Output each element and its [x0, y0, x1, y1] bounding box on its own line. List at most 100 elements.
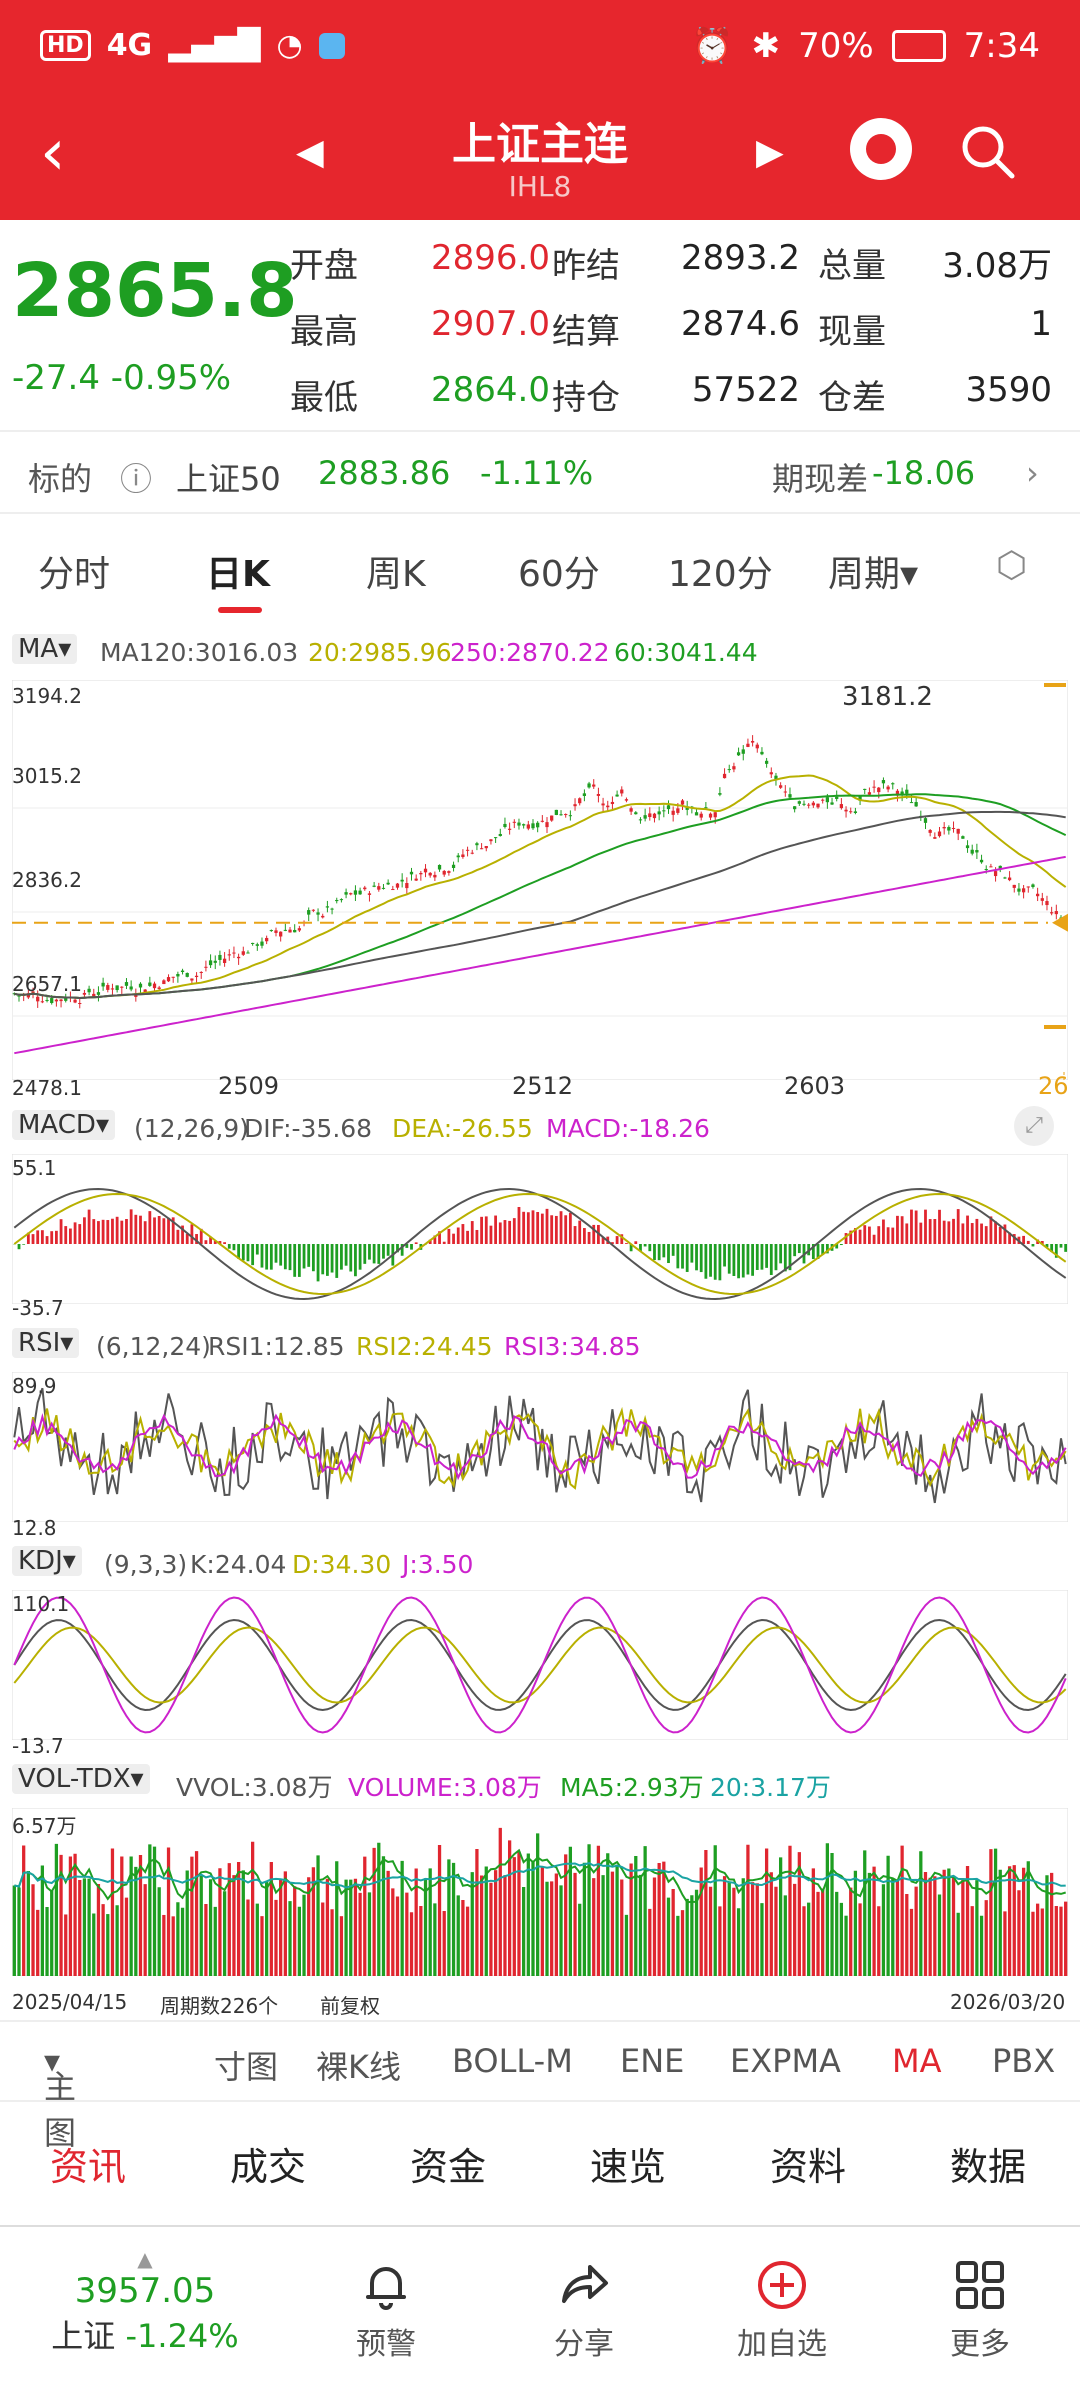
tab-daily-k[interactable]: 日K [206, 554, 270, 595]
tab-overview[interactable]: 速览 [590, 2145, 667, 2189]
candle [92, 993, 96, 997]
chart-period-count: 周期数226个 [160, 1994, 279, 2018]
macd-chart[interactable] [12, 1154, 1068, 1304]
main-chart-selector[interactable]: 主图 ▾ [44, 2042, 77, 2152]
chevron-right-icon[interactable]: › [1026, 454, 1039, 492]
tab-profile[interactable]: 资料 [770, 2145, 847, 2189]
candle [475, 843, 479, 846]
help-icon[interactable]: ⓘ [120, 460, 153, 498]
candle [886, 786, 890, 790]
candle [694, 812, 699, 816]
candle [872, 786, 876, 788]
macd-y-min: -35.7 [12, 1296, 64, 1320]
tab-120min[interactable]: 120分 [668, 554, 773, 595]
vol-y-max: 6.57万 [12, 1814, 77, 1838]
vol-dropdown[interactable]: VOL-TDX▾ [12, 1764, 150, 1794]
candle [204, 966, 208, 968]
candle [587, 783, 591, 788]
vol-ma20: 20:3.17万 [710, 1773, 831, 1802]
page-title: 上证主连 [452, 119, 628, 170]
candle [437, 864, 442, 870]
tab-news[interactable]: 资讯 [50, 2145, 127, 2189]
candle [863, 788, 867, 790]
nav-more[interactable]: 更多 [900, 2257, 1060, 2363]
candle [152, 983, 157, 989]
candle [975, 850, 979, 853]
candle [236, 956, 241, 959]
candle [255, 944, 259, 946]
candle [288, 929, 292, 933]
dea-line [13, 1192, 1067, 1296]
candle [853, 811, 858, 813]
rsi-params: (6,12,24) [96, 1332, 211, 1361]
nav-share[interactable]: 分享 [504, 2257, 664, 2363]
candle [750, 740, 755, 743]
indicator-boll-m[interactable]: BOLL-M [452, 2042, 573, 2080]
indicator-expma[interactable]: EXPMA [730, 2042, 841, 2080]
kdj-j: J:3.50 [402, 1550, 474, 1579]
prev-contract-button[interactable]: ◀ [296, 132, 324, 173]
candle [601, 803, 605, 806]
indicator-pbx[interactable]: PBX [992, 2042, 1056, 2080]
candle [279, 931, 283, 937]
index-ticker[interactable]: ▲ 3957.05 上证 -1.24% [30, 2247, 260, 2357]
candle [979, 859, 984, 863]
candle [517, 822, 521, 826]
alarm-icon: ⏰ [691, 26, 734, 66]
candle [540, 820, 544, 822]
candle [951, 827, 956, 829]
tab-funds[interactable]: 资金 [410, 2145, 487, 2189]
candle [1050, 912, 1054, 914]
kdj-chart[interactable] [12, 1590, 1068, 1740]
indicator-naked-k[interactable]: 裸K线 [316, 2048, 401, 2086]
candle [793, 806, 797, 810]
candle [442, 870, 446, 875]
tab-60min[interactable]: 60分 [518, 554, 600, 595]
rsi-chart[interactable] [12, 1372, 1068, 1522]
kline-chart-area[interactable]: MA▾ MA120:3016.03 20:2985.96 250:2870.22… [0, 620, 1080, 2018]
rsi-dropdown[interactable]: RSI▾ [12, 1328, 80, 1358]
nav-alert[interactable]: 预警 [306, 2257, 466, 2363]
candle [807, 804, 811, 806]
candle [652, 813, 657, 819]
candle [942, 826, 946, 829]
candle [1026, 886, 1030, 888]
search-icon[interactable] [956, 120, 1018, 182]
main-kline-chart[interactable] [12, 680, 1068, 1080]
macd-dropdown[interactable]: MACD▾ [12, 1110, 115, 1140]
indicator-ene[interactable]: ENE [620, 2042, 685, 2080]
candle [615, 794, 619, 797]
candle [624, 799, 629, 801]
expand-icon[interactable]: ⤢ [1014, 1106, 1054, 1146]
tab-trades[interactable]: 成交 [230, 2145, 307, 2189]
candle [64, 996, 68, 1001]
candle [470, 852, 474, 854]
candle [956, 828, 960, 834]
nav-add-watchlist[interactable]: 加自选 [702, 2257, 862, 2363]
period-tabs: 分时 日K 周K 60分 120分 周期▾ ⬡ [0, 525, 1080, 615]
indicator-cuntu[interactable]: 寸图 [214, 2048, 279, 2086]
underlying-bar[interactable]: 标的 ⓘ 上证50 2883.86 -1.11% 期现差 -18.06 › [0, 430, 1080, 514]
main-indicator-dropdown[interactable]: MA▾ [12, 634, 78, 664]
tab-timeshare[interactable]: 分时 [38, 554, 111, 595]
mascot-icon[interactable] [850, 118, 912, 180]
tab-data[interactable]: 数据 [950, 2145, 1027, 2189]
candle [554, 809, 558, 815]
battery-icon [891, 30, 946, 62]
settings-hexagon-icon[interactable]: ⬡ [996, 545, 1028, 586]
candle [559, 814, 563, 816]
candle [522, 824, 526, 826]
rsi3-line [13, 1412, 1067, 1481]
candle [657, 811, 661, 815]
next-contract-button[interactable]: ▶ [756, 132, 784, 173]
back-button[interactable]: ‹ [40, 116, 66, 190]
volume-chart[interactable] [12, 1808, 1068, 1976]
candle [713, 812, 717, 818]
indicator-ma[interactable]: MA [892, 2042, 942, 2080]
tab-period-menu[interactable]: 周期▾ [828, 554, 919, 595]
kdj-dropdown[interactable]: KDJ▾ [12, 1546, 82, 1576]
rsi2-value: RSI2:24.45 [356, 1332, 493, 1361]
candle [87, 988, 91, 993]
tab-weekly-k[interactable]: 周K [366, 554, 426, 595]
candle [877, 787, 881, 793]
